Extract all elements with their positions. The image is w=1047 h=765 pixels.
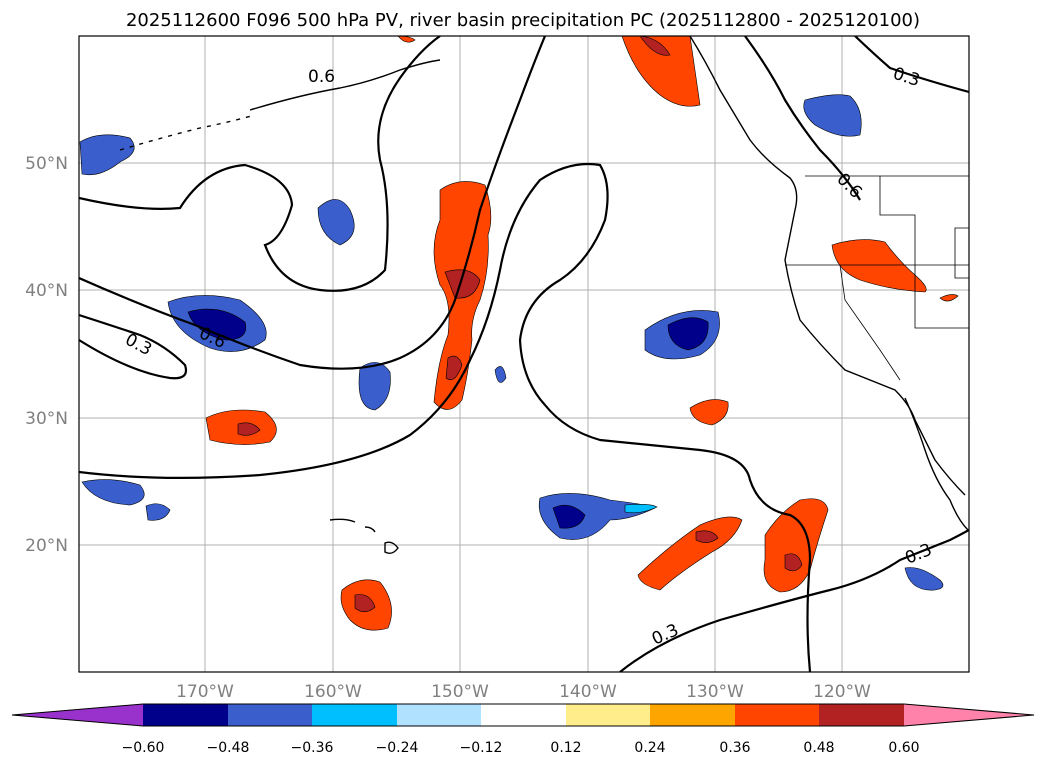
colorbar-tick-label: −0.12 [460, 740, 503, 756]
colorbar-tick-label: 0.36 [719, 740, 750, 756]
pos-core-alaska-panhandle [639, 36, 671, 56]
map-background [79, 36, 969, 672]
pos-core-150w-41n [444, 269, 481, 299]
negative-anomalies [79, 94, 944, 591]
colorbar-segment [650, 704, 735, 726]
contour-label: 0.6 [308, 67, 335, 87]
map-title: 2025112600 F096 500 hPa PV, river basin … [126, 10, 920, 31]
lat-label: 20°N [25, 536, 68, 556]
pv-contour-0.3-north [854, 36, 969, 94]
pos-core-133w-20n [695, 530, 719, 543]
borders [785, 175, 969, 381]
pv-contours [79, 36, 969, 672]
colorbar-extend-max [904, 704, 1034, 726]
colorbar-segment [481, 704, 566, 726]
colorbar-tick-label: −0.60 [122, 740, 165, 756]
neg-blob-147w-32n [494, 366, 507, 383]
neg-blob-far-west-south-2 [145, 503, 171, 521]
pv-contour-0.3-west [79, 36, 547, 370]
lat-labels: 50°N 40°N 30°N 20°N [25, 154, 68, 556]
map-frame [78, 35, 970, 673]
coast-aleutians [119, 114, 256, 151]
colorbar-segment [228, 704, 312, 726]
pv-contour-0.6-west [79, 36, 441, 292]
positive-anomalies [205, 36, 959, 631]
pv-contour-0.6-east [744, 36, 861, 201]
neg-core-168w-37n [187, 308, 247, 341]
lon-label: 140°W [559, 682, 617, 702]
colorbar-tick-label: −0.48 [207, 740, 250, 756]
colorbar-tick-label: −0.24 [376, 740, 419, 756]
neg-blob-west-coast-north [803, 94, 862, 137]
colorbar-segment [735, 704, 819, 726]
colorbar-tick-label: 0.12 [550, 740, 581, 756]
colorbar-segment [819, 704, 904, 726]
neg-blob-baja [904, 567, 944, 591]
neg-blob-far-west-north [79, 134, 135, 176]
colorbar-ticks: −0.60 −0.48 −0.36 −0.24 −0.12 0.12 0.24 … [122, 740, 920, 756]
border-state-4 [954, 227, 969, 279]
colorbar-tick-label: 0.24 [634, 740, 665, 756]
pos-blob-alaska-panhandle [621, 36, 701, 107]
colorbar-tick-label: 0.48 [803, 740, 834, 756]
colorbar-outline [11, 703, 1035, 727]
colorbar-segment [312, 704, 397, 726]
pos-core-158w-16n [354, 594, 376, 613]
pos-blob-124w-20n [763, 498, 829, 593]
coast-baja [904, 397, 969, 531]
map-panel: 0.6 0.3 0.6 0.6 0.3 0.3 0.3 [78, 35, 970, 673]
neg-core-140w-22n [552, 504, 586, 529]
border-state-2 [879, 176, 969, 329]
colorbar: −0.60 −0.48 −0.36 −0.24 −0.12 0.12 0.24 … [11, 703, 1035, 756]
lat-label: 40°N [25, 281, 68, 301]
colorbar-extend-min [12, 704, 143, 726]
colorbar-segment [397, 704, 481, 726]
lon-label: 120°W [813, 682, 871, 702]
neg-tail-140w-22n [624, 504, 658, 514]
neg-blob-157w-33n [358, 362, 391, 411]
pos-core-150w-33n [445, 355, 463, 381]
coast-hawaii [329, 518, 399, 555]
border-state-3 [839, 264, 901, 381]
pos-blob-inland-west [831, 239, 927, 293]
lat-label: 50°N [25, 154, 68, 174]
coast-alaska-peninsula [249, 59, 441, 111]
pv-contour-0.3-central [79, 162, 812, 672]
lon-label: 170°W [176, 682, 234, 702]
neg-blob-far-west-south [81, 479, 145, 506]
pos-blob-132w-31n [689, 399, 729, 426]
colorbar-segment [566, 704, 650, 726]
lon-label: 130°W [686, 682, 744, 702]
coastlines [119, 36, 969, 555]
pv-contour-0.3-loop [79, 313, 188, 380]
colorbar-segment [143, 704, 228, 726]
colorbar-tick-label: −0.36 [291, 740, 334, 756]
colorbar-tick-label: 0.60 [888, 740, 919, 756]
neg-core-135w-36n [667, 317, 709, 351]
coast-north-america [689, 36, 966, 496]
pos-blob-inland-small [939, 294, 959, 302]
neg-blob-160w-45n [317, 199, 355, 246]
pos-core-124w-20n [784, 553, 803, 572]
lon-label: 160°W [304, 682, 362, 702]
lat-label: 30°N [25, 409, 68, 429]
lon-labels: 170°W 160°W 150°W 140°W 130°W 120°W [176, 682, 871, 702]
pv-contour-0.3-south [619, 529, 969, 672]
pos-core-168w-29n [237, 422, 261, 436]
lon-label: 150°W [431, 682, 489, 702]
